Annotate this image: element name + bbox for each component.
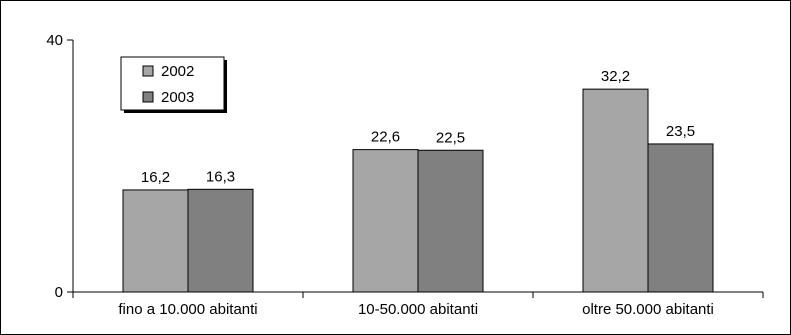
axes-layer xyxy=(67,39,764,298)
bar-2003-1 xyxy=(187,188,254,293)
data-label: 22,6 xyxy=(371,129,400,146)
y-tick-label: 0 xyxy=(55,284,63,301)
x-tick-label: oltre 50.000 abitanti xyxy=(582,301,714,318)
bar-2002-1 xyxy=(122,189,189,293)
legend-swatch-2002 xyxy=(142,65,154,77)
data-label: 23,5 xyxy=(666,123,695,140)
bar-2003-2 xyxy=(417,149,484,293)
x-tick-label: fino a 10.000 abitanti xyxy=(118,301,257,318)
bar-2003-3 xyxy=(647,143,714,293)
legend-swatch-2003 xyxy=(142,91,154,103)
data-label: 32,2 xyxy=(601,68,630,85)
y-tick-label: 40 xyxy=(46,32,63,49)
data-label: 22,5 xyxy=(436,129,465,146)
labels-layer: 16,2 16,3 fino a 10.000 abitanti 22,6 22,5 10… xyxy=(46,32,714,318)
bar-2002-2 xyxy=(352,149,419,293)
legend-label-2002: 2002 xyxy=(161,63,194,80)
legend-label-2003: 2003 xyxy=(161,89,194,106)
legend: 2002 2003 xyxy=(120,56,227,113)
x-tick-label: 10-50.000 abitanti xyxy=(358,301,478,318)
data-label: 16,3 xyxy=(206,168,235,185)
bar-2002-3 xyxy=(582,88,649,293)
bars-layer xyxy=(122,88,714,293)
data-label: 16,2 xyxy=(141,169,170,186)
legend-box xyxy=(120,56,225,111)
